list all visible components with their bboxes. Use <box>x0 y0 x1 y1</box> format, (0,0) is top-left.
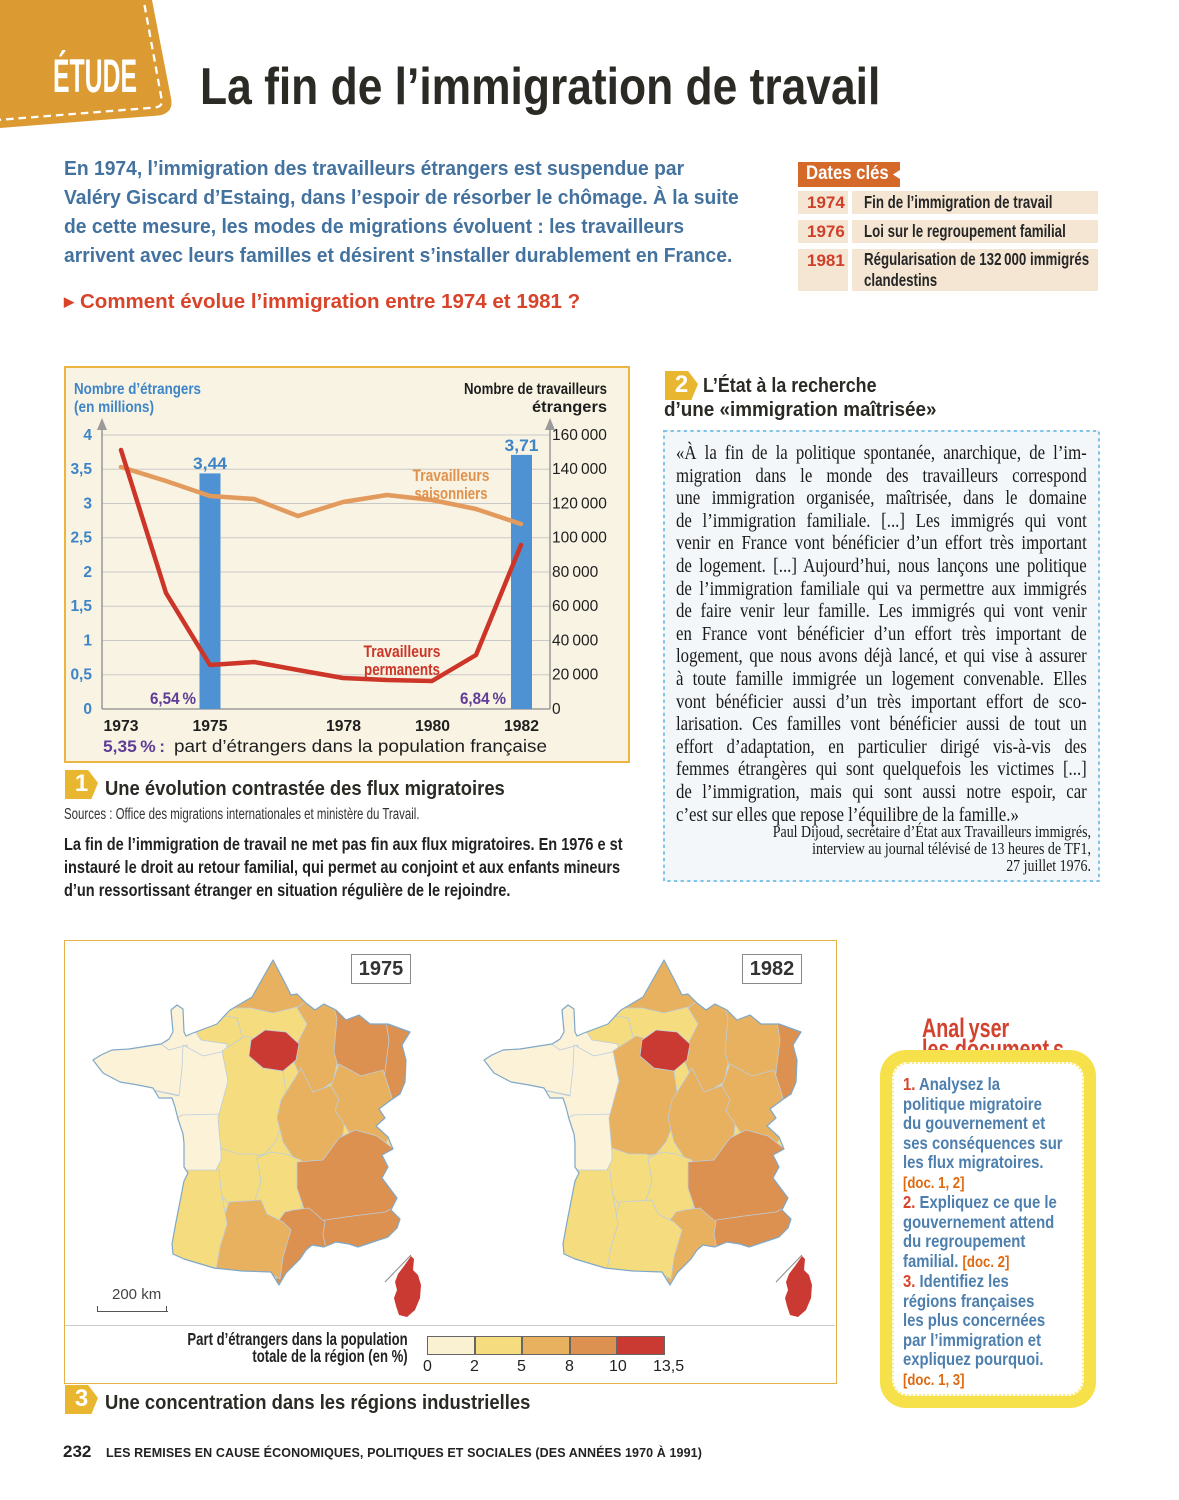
svg-text:0,5: 0,5 <box>70 667 92 684</box>
svg-text:120 000: 120 000 <box>552 496 607 513</box>
svg-text:part d’étrangers dans la popul: part d’étrangers dans la population fran… <box>174 736 547 756</box>
svg-text:1973: 1973 <box>104 718 139 735</box>
svg-text:20 000: 20 000 <box>552 667 599 684</box>
svg-text:1980: 1980 <box>415 718 450 735</box>
svg-text:80 000: 80 000 <box>552 564 599 581</box>
svg-text:3: 3 <box>83 496 92 513</box>
svg-text:3,71: 3,71 <box>505 436 539 455</box>
svg-text:4: 4 <box>83 427 92 444</box>
svg-text:3,44: 3,44 <box>193 454 228 473</box>
svg-text:ÉTUDE: ÉTUDE <box>53 49 137 102</box>
svg-text:1982: 1982 <box>504 718 539 735</box>
svg-text:2: 2 <box>83 564 92 581</box>
svg-text:0: 0 <box>552 701 561 718</box>
svg-text:1975: 1975 <box>193 718 228 735</box>
svg-text:1,5: 1,5 <box>70 598 92 615</box>
svg-text:Nombre de travailleurs: Nombre de travailleurs <box>464 381 607 398</box>
svg-text:6,84 %: 6,84 % <box>460 689 506 708</box>
svg-text:140 000: 140 000 <box>552 461 607 478</box>
svg-text:5,35 % :: 5,35 % : <box>103 737 165 756</box>
svg-text:Travailleurs: Travailleurs <box>364 643 441 661</box>
svg-text:permanents: permanents <box>364 661 440 679</box>
svg-text:Travailleurs: Travailleurs <box>413 467 490 485</box>
svg-text:40 000: 40 000 <box>552 633 599 650</box>
svg-text:3,5: 3,5 <box>70 461 92 478</box>
svg-text:(en millions): (en millions) <box>74 399 154 416</box>
svg-text:saisonniers: saisonniers <box>415 485 488 503</box>
svg-text:0: 0 <box>83 701 92 718</box>
svg-text:Nombre d’étrangers: Nombre d’étrangers <box>74 381 201 398</box>
svg-text:6,54 %: 6,54 % <box>150 689 196 708</box>
svg-text:60 000: 60 000 <box>552 598 599 615</box>
svg-text:160 000: 160 000 <box>552 427 607 444</box>
svg-text:100 000: 100 000 <box>552 530 607 547</box>
svg-text:1: 1 <box>83 633 92 650</box>
svg-text:1978: 1978 <box>326 718 361 735</box>
svg-text:2,5: 2,5 <box>70 530 92 547</box>
svg-text:étrangers: étrangers <box>532 399 607 416</box>
